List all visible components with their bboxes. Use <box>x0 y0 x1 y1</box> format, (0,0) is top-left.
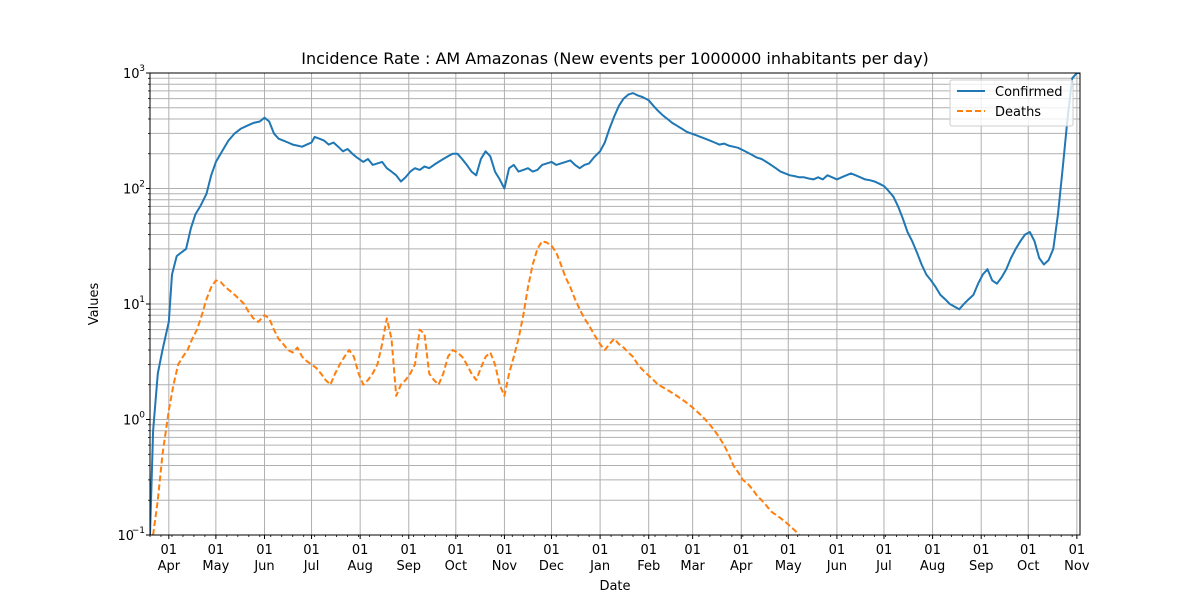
y-axis-label: Values <box>87 283 102 326</box>
x-tick-month-label: Mar <box>680 559 705 574</box>
grid-layer <box>150 73 1080 536</box>
x-tick-month-label: Aug <box>920 559 945 574</box>
x-tick-month-label: Apr <box>730 559 753 574</box>
x-tick-day-label: 01 <box>496 543 513 558</box>
x-tick-day-label: 01 <box>400 543 417 558</box>
x-tick-month-label: Sep <box>397 559 422 574</box>
x-tick-month-label: Dec <box>539 559 564 574</box>
y-tick-exponent: 3 <box>139 64 145 74</box>
x-tick-month-label: Jul <box>303 559 320 574</box>
x-tick-day-label: 01 <box>303 543 320 558</box>
x-tick-day-label: 01 <box>733 543 750 558</box>
y-tick-exponent: 0 <box>139 411 145 421</box>
x-tick-day-label: 01 <box>876 543 893 558</box>
x-tick-day-label: 01 <box>1069 543 1086 558</box>
x-tick-day-label: 01 <box>640 543 657 558</box>
x-tick-day-label: 01 <box>924 543 941 558</box>
x-tick-day-label: 01 <box>592 543 609 558</box>
x-tick-month-label: Apr <box>158 559 181 574</box>
x-tick-month-label: Nov <box>1064 559 1090 574</box>
x-tick-day-label: 01 <box>829 543 846 558</box>
x-tick-day-label: 01 <box>161 543 178 558</box>
y-tick-exponent: 1 <box>139 295 145 305</box>
x-tick-day-label: 01 <box>780 543 797 558</box>
x-axis-label: Date <box>599 579 630 594</box>
x-tick-day-label: 01 <box>684 543 701 558</box>
y-tick-label: 103 <box>123 64 145 82</box>
x-tick-day-label: 01 <box>448 543 465 558</box>
series-layer <box>150 73 1080 535</box>
y-tick-label: 102 <box>123 180 145 198</box>
legend-label-deaths: Deaths <box>995 105 1041 120</box>
y-tick-exponent: −1 <box>132 526 145 536</box>
x-tick-month-label: Oct <box>445 559 467 574</box>
x-tick-day-label: 01 <box>352 543 369 558</box>
series-line-deaths <box>152 240 801 535</box>
x-tick-month-label: Jul <box>875 559 892 574</box>
y-tick-exponent: 2 <box>139 180 145 190</box>
x-tick-day-label: 01 <box>543 543 560 558</box>
x-tick-month-label: Jun <box>253 559 274 574</box>
x-tick-day-label: 01 <box>1020 543 1037 558</box>
tick-layer: 10−110010110210301Apr01May01Jun01Jul01Au… <box>117 64 1089 574</box>
x-tick-month-label: Nov <box>492 559 518 574</box>
x-tick-month-label: Sep <box>969 559 994 574</box>
series-line-confirmed <box>150 73 1080 535</box>
x-tick-day-label: 01 <box>973 543 990 558</box>
y-tick-label: 101 <box>123 295 145 313</box>
legend: Confirmed Deaths <box>949 79 1074 127</box>
x-tick-day-label: 01 <box>208 543 225 558</box>
x-tick-month-label: Feb <box>637 559 660 574</box>
x-tick-month-label: Oct <box>1017 559 1039 574</box>
x-tick-month-label: Aug <box>347 559 372 574</box>
x-tick-day-label: 01 <box>256 543 273 558</box>
x-tick-month-label: Jan <box>589 559 610 574</box>
chart-title: Incidence Rate : AM Amazonas (New events… <box>301 49 929 68</box>
x-tick-month-label: May <box>775 559 802 574</box>
x-tick-month-label: May <box>202 559 229 574</box>
x-tick-month-label: Jun <box>826 559 847 574</box>
legend-label-confirmed: Confirmed <box>995 85 1063 100</box>
